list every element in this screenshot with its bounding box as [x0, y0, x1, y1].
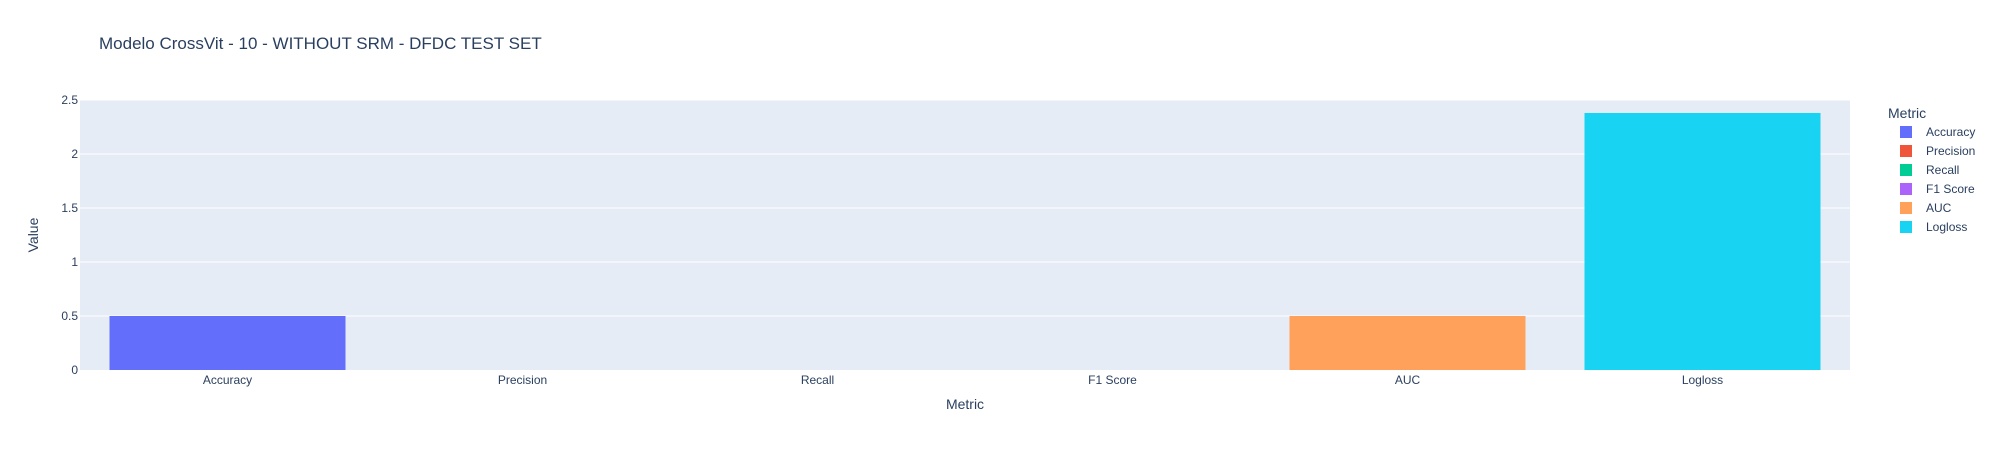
legend-item-label: Logloss — [1926, 220, 1967, 234]
legend-swatch — [1900, 221, 1912, 233]
x-tick-label: F1 Score — [1088, 373, 1137, 387]
plot-area — [80, 100, 1850, 370]
legend-swatch — [1900, 126, 1912, 138]
y-tick-label: 1 — [71, 255, 78, 269]
gridlines — [80, 99, 1850, 317]
legend-swatch — [1900, 164, 1912, 176]
bar-auc — [1289, 316, 1526, 370]
legend-item-label: Recall — [1926, 163, 1959, 177]
legend-item-label: F1 Score — [1926, 182, 1975, 196]
y-axis-ticks: 0 0.5 1 1.5 2 2.5 — [61, 93, 78, 377]
legend: Metric Accuracy Precision Recall F1 Score AU… — [1888, 105, 1975, 234]
legend-item-label: Accuracy — [1926, 125, 1975, 139]
y-tick-label: 2 — [71, 147, 78, 161]
x-axis-title: Metric — [946, 396, 984, 412]
bar-accuracy — [109, 316, 346, 370]
chart-title: Modelo CrossVit - 10 - WITHOUT SRM - DFD… — [99, 34, 542, 53]
y-tick-label: 1.5 — [61, 201, 78, 215]
y-tick-label: 0 — [71, 363, 78, 377]
y-axis-title: Value — [25, 217, 41, 252]
bar-logloss — [1584, 112, 1821, 371]
y-tick-label: 0.5 — [61, 309, 78, 323]
x-tick-label: Accuracy — [203, 373, 252, 387]
legend-item-label: Precision — [1926, 144, 1975, 158]
legend-title: Metric — [1888, 105, 1926, 121]
x-tick-label: Recall — [801, 373, 834, 387]
legend-item-label: AUC — [1926, 201, 1952, 215]
legend-swatch — [1900, 202, 1912, 214]
x-axis-ticks: Accuracy Precision Recall F1 Score AUC Loglos… — [203, 373, 1723, 387]
x-tick-label: Logloss — [1682, 373, 1723, 387]
legend-swatch — [1900, 145, 1912, 157]
y-tick-label: 2.5 — [61, 93, 78, 107]
bars — [109, 112, 1821, 371]
x-tick-label: Precision — [498, 373, 547, 387]
x-tick-label: AUC — [1395, 373, 1421, 387]
legend-swatch — [1900, 183, 1912, 195]
